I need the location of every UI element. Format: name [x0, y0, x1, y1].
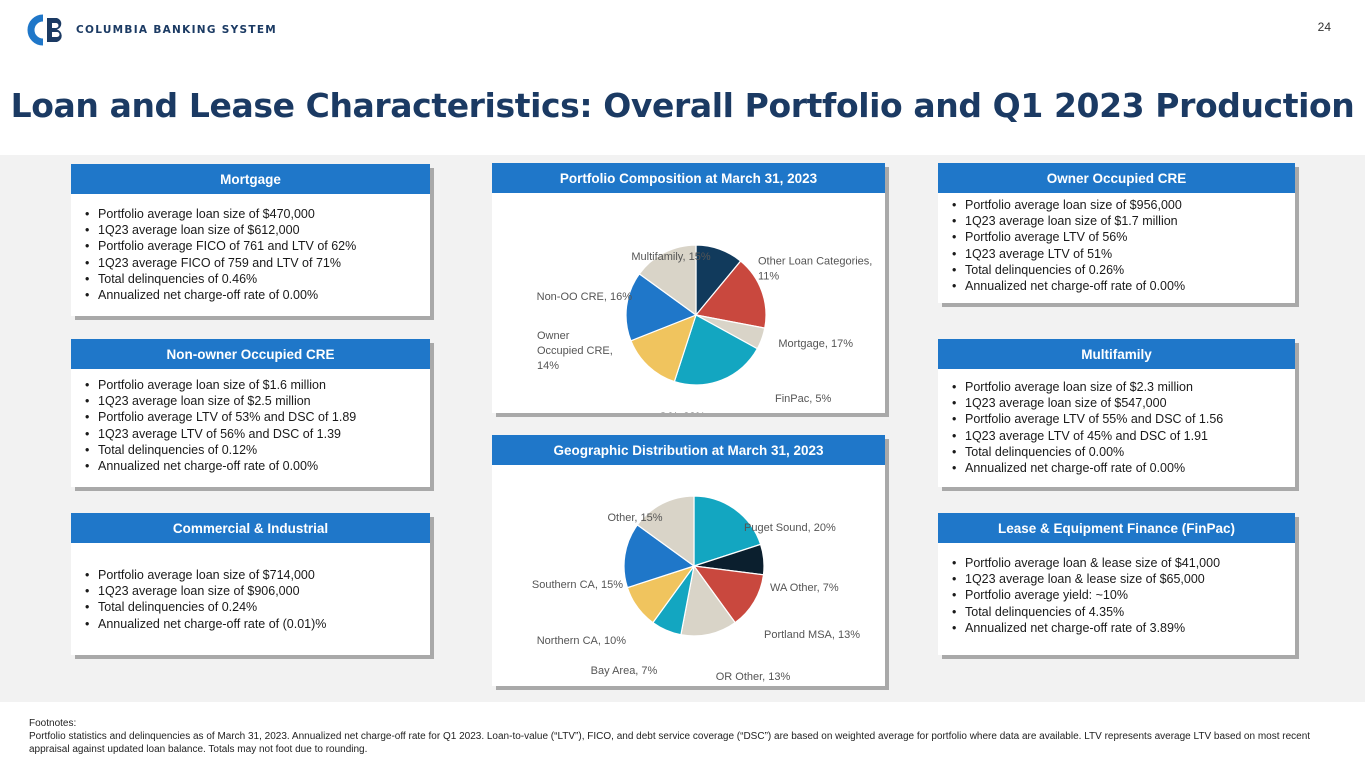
pie-slice — [693, 495, 762, 567]
multifamily-bullet-list: Portfolio average loan size of $2.3 mill… — [938, 369, 1295, 476]
finpac-card: Lease & Equipment Finance (FinPac) Portf… — [938, 513, 1295, 655]
pie-slice — [673, 314, 759, 386]
cb-monogram-icon — [27, 14, 62, 46]
commercial-industrial-card: Commercial & Industrial Portfolio averag… — [71, 513, 430, 655]
bullet-item: Annualized net charge-off rate of 0.00% — [952, 278, 1289, 294]
pie-slice — [680, 564, 736, 637]
pie-slice-label: Multifamily, 15% — [631, 251, 710, 263]
multifamily-card: Multifamily Portfolio average loan size … — [938, 339, 1295, 487]
bullet-item: Annualized net charge-off rate of 3.89% — [952, 620, 1289, 636]
portfolio-composition-card: Portfolio Composition at March 31, 2023 … — [492, 163, 885, 413]
bullet-item: Total delinquencies of 4.35% — [952, 604, 1289, 620]
pie-slice-label: Mortgage, 17% — [778, 338, 853, 350]
bullet-item: Total delinquencies of 0.46% — [85, 271, 424, 287]
pie-slice-label: Other, 15% — [607, 512, 662, 524]
bullet-item: Portfolio average FICO of 761 and LTV of… — [85, 238, 424, 254]
pie-slice-label: Owner Occupied CRE, 14% — [537, 330, 613, 372]
footnotes-text: Portfolio statistics and delinquencies a… — [29, 731, 1311, 755]
mortgage-card-header: Mortgage — [71, 164, 430, 194]
pie-slice-label: Northern CA, 10% — [537, 635, 626, 647]
pie-slice-label: Non-OO CRE, 16% — [537, 291, 633, 303]
multifamily-card-header: Multifamily — [938, 339, 1295, 369]
pie-slice — [694, 260, 767, 329]
bullet-item: Portfolio average LTV of 56% — [952, 229, 1289, 245]
bullet-item: Total delinquencies of 0.26% — [952, 262, 1289, 278]
bullet-item: 1Q23 average loan size of $2.5 million — [85, 393, 424, 409]
bullet-item: 1Q23 average loan size of $1.7 million — [952, 213, 1289, 229]
logo-text: COLUMBIA BANKING SYSTEM — [76, 24, 278, 36]
bullet-item: Annualized net charge-off rate of (0.01)… — [85, 616, 424, 632]
pie-slice-label: FinPac, 5% — [775, 393, 831, 405]
portfolio-composition-pie-chart: Other Loan Categories, 11% Mortgage, 17% Fi… — [537, 244, 872, 413]
pie-slice-label: Other Loan Categories, 11% — [758, 256, 872, 283]
owner-cre-card: Owner Occupied CRE Portfolio average loa… — [938, 163, 1295, 303]
pie-slice-label: C&I, 22% — [659, 411, 706, 413]
pie-slice — [630, 313, 697, 383]
commercial-industrial-card-header: Commercial & Industrial — [71, 513, 430, 543]
bullet-item: 1Q23 average LTV of 51% — [952, 246, 1289, 262]
pie-slice-label: Bay Area, 7% — [591, 665, 658, 677]
pie-slice-label: OR Other, 13% — [716, 671, 791, 683]
geographic-distribution-pie-chart: Puget Sound, 20% WA Other, 7% Portland MSA… — [532, 495, 860, 683]
pie-slice — [692, 565, 765, 624]
pie-slice-label: Puget Sound, 20% — [744, 522, 836, 534]
non-owner-cre-card-header: Non-owner Occupied CRE — [71, 339, 430, 369]
bullet-item: Portfolio average loan & lease size of $… — [952, 555, 1289, 571]
bullet-item: Portfolio average LTV of 55% and DSC of … — [952, 411, 1289, 427]
pie-slice — [638, 244, 697, 317]
owner-cre-card-header: Owner Occupied CRE — [938, 163, 1295, 193]
company-logo: COLUMBIA BANKING SYSTEM — [26, 14, 277, 46]
geographic-distribution-card: Geographic Distribution at March 31, 202… — [492, 435, 885, 686]
owner-cre-bullet-list: Portfolio average loan size of $956,000 … — [938, 193, 1295, 294]
non-owner-cre-bullet-list: Portfolio average loan size of $1.6 mill… — [71, 369, 430, 474]
pie-slice-label: Southern CA, 15% — [532, 579, 623, 591]
bullet-item: 1Q23 average FICO of 759 and LTV of 71% — [85, 255, 424, 271]
bullet-item: Portfolio average loan size of $1.6 mill… — [85, 377, 424, 393]
bullet-item: Annualized net charge-off rate of 0.00% — [952, 460, 1289, 476]
bullet-item: Annualized net charge-off rate of 0.00% — [85, 458, 424, 474]
bullet-item: Portfolio average yield: ~10% — [952, 587, 1289, 603]
bullet-item: Portfolio average loan size of $714,000 — [85, 567, 424, 583]
pie-slice-label: WA Other, 7% — [770, 582, 839, 594]
pie-slice-label: Portland MSA, 13% — [764, 629, 860, 641]
finpac-card-header: Lease & Equipment Finance (FinPac) — [938, 513, 1295, 543]
pie-slice — [636, 495, 695, 568]
footnotes: Footnotes: Portfolio statistics and deli… — [29, 717, 1339, 756]
bullet-item: 1Q23 average LTV of 45% and DSC of 1.91 — [952, 428, 1289, 444]
pie-slice — [625, 273, 698, 342]
bullet-item: 1Q23 average loan size of $547,000 — [952, 395, 1289, 411]
non-owner-cre-card: Non-owner Occupied CRE Portfolio average… — [71, 339, 430, 487]
finpac-bullet-list: Portfolio average loan & lease size of $… — [938, 543, 1295, 636]
geographic-distribution-header: Geographic Distribution at March 31, 202… — [492, 435, 885, 465]
bullet-item: Total delinquencies of 0.24% — [85, 599, 424, 615]
bullet-item: 1Q23 average loan & lease size of $65,00… — [952, 571, 1289, 587]
page-number: 24 — [1317, 20, 1331, 34]
footnotes-heading: Footnotes: — [29, 718, 77, 729]
bullet-item: Annualized net charge-off rate of 0.00% — [85, 287, 424, 303]
bullet-item: Portfolio average loan size of $2.3 mill… — [952, 379, 1289, 395]
bullet-item: Total delinquencies of 0.00% — [952, 444, 1289, 460]
bullet-item: Portfolio average loan size of $956,000 — [952, 197, 1289, 213]
bullet-item: Portfolio average loan size of $470,000 — [85, 206, 424, 222]
mortgage-card: Mortgage Portfolio average loan size of … — [71, 164, 430, 316]
bullet-item: 1Q23 average LTV of 56% and DSC of 1.39 — [85, 426, 424, 442]
commercial-industrial-bullet-list: Portfolio average loan size of $714,000 … — [71, 543, 430, 632]
bullet-item: Portfolio average LTV of 53% and DSC of … — [85, 409, 424, 425]
bullet-item: 1Q23 average loan size of $906,000 — [85, 583, 424, 599]
mortgage-bullet-list: Portfolio average loan size of $470,000 … — [71, 194, 430, 303]
page-title: Loan and Lease Characteristics: Overall … — [10, 86, 1355, 125]
bullet-item: Total delinquencies of 0.12% — [85, 442, 424, 458]
bullet-item: 1Q23 average loan size of $612,000 — [85, 222, 424, 238]
pie-slice — [623, 524, 696, 589]
portfolio-composition-header: Portfolio Composition at March 31, 2023 — [492, 163, 885, 193]
